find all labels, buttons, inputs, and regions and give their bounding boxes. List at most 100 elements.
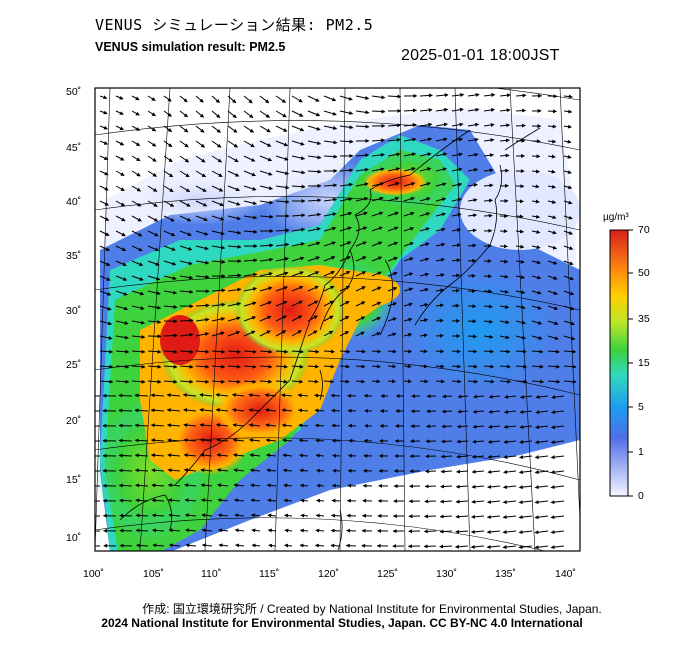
wind-arrow	[486, 529, 501, 534]
colorbar-ticks	[628, 229, 633, 497]
wind-arrow	[227, 215, 241, 221]
wind-arrow	[499, 379, 512, 384]
wind-arrow	[243, 287, 258, 292]
wind-arrow	[282, 468, 293, 473]
lon-label-125: 125˚	[377, 568, 399, 580]
wind-arrow	[134, 423, 149, 428]
wind-arrow	[371, 226, 383, 232]
wind-arrow	[387, 256, 398, 262]
wind-arrow	[502, 485, 517, 490]
wind-arrow	[467, 152, 479, 157]
wind-arrow	[291, 256, 305, 262]
wind-arrow	[291, 271, 304, 277]
wind-arrow	[249, 468, 261, 473]
wind-arrow	[183, 453, 197, 458]
wind-arrow	[99, 260, 111, 266]
wind-arrow	[499, 320, 510, 325]
wind-arrow	[227, 170, 240, 177]
wind-arrow	[275, 170, 290, 176]
wind-arrow	[163, 275, 177, 281]
wind-arrow	[131, 170, 141, 177]
wind-arrow	[435, 242, 446, 247]
wind-arrow	[515, 214, 524, 219]
wind-arrow	[211, 349, 226, 354]
wind-arrow	[259, 349, 273, 354]
wind-arrow	[163, 260, 177, 266]
wind-arrow	[291, 213, 306, 218]
wind-arrow	[300, 498, 309, 503]
wind-arrow	[355, 301, 366, 307]
wind-arrow	[419, 242, 430, 247]
wind-arrow	[339, 197, 353, 202]
wind-arrow	[439, 529, 453, 534]
wind-arrow	[267, 498, 277, 503]
wind-arrow	[419, 197, 431, 202]
wind-arrow	[267, 513, 277, 518]
wind-arrow	[147, 110, 156, 117]
wind-arrow	[547, 215, 557, 220]
wind-arrow	[467, 228, 477, 233]
wind-arrow	[115, 125, 124, 131]
wind-arrow	[371, 316, 382, 322]
wind-arrow	[179, 245, 193, 251]
wind-arrow	[550, 515, 565, 520]
wind-arrow	[211, 288, 226, 293]
wind-arrow	[547, 305, 559, 311]
wind-arrow	[455, 484, 469, 489]
wind-arrow	[483, 123, 495, 127]
wind-arrow	[131, 305, 145, 310]
wind-arrow	[179, 200, 191, 207]
wind-arrow	[217, 483, 229, 488]
wind-arrow	[515, 275, 526, 279]
wind-arrow	[419, 257, 430, 262]
wind-arrow	[179, 170, 190, 178]
wind-arrow	[282, 438, 293, 443]
lat-label-20: 20˚	[66, 415, 82, 427]
wind-arrow	[179, 155, 190, 163]
wind-arrow	[387, 181, 400, 187]
wind-arrow	[184, 498, 197, 503]
wind-arrow	[99, 275, 111, 281]
wind-arrow	[467, 364, 478, 369]
wind-arrow	[99, 125, 108, 130]
wind-arrow	[233, 483, 245, 488]
wind-arrow	[435, 333, 444, 338]
wind-arrow	[99, 200, 109, 206]
wind-arrow	[467, 379, 479, 384]
wind-arrow	[251, 543, 261, 548]
wind-arrow	[387, 364, 397, 369]
wind-arrow	[330, 543, 341, 548]
wind-arrow	[403, 167, 416, 172]
wind-arrow	[451, 93, 465, 97]
wind-arrow	[499, 138, 510, 143]
wind-arrow	[201, 513, 213, 518]
wind-arrow	[439, 544, 453, 549]
wind-arrow	[147, 170, 157, 177]
wind-arrow	[211, 302, 226, 307]
wind-arrow	[518, 470, 533, 475]
wind-arrow	[163, 185, 174, 193]
wind-arrow	[115, 349, 130, 354]
wind-arrow	[435, 257, 446, 262]
wind-arrow	[147, 245, 160, 252]
wind-arrow	[355, 182, 369, 187]
wind-arrow	[387, 94, 402, 99]
wind-arrow	[314, 393, 325, 398]
wind-arrow	[275, 257, 289, 262]
wind-arrow	[563, 109, 573, 114]
wind-arrow	[339, 271, 351, 277]
wind-arrow	[403, 152, 417, 157]
wind-arrow	[563, 245, 574, 250]
wind-arrow	[243, 200, 258, 206]
wind-arrow	[275, 125, 288, 132]
wind-arrow	[281, 408, 293, 413]
wind-arrow	[371, 196, 384, 202]
wind-arrow	[259, 315, 272, 322]
wind-arrow	[232, 453, 245, 458]
wind-arrow	[195, 245, 209, 251]
wind-arrow	[118, 498, 133, 503]
wind-arrow	[291, 110, 304, 117]
wind-arrow	[355, 211, 368, 217]
wind-arrow	[131, 185, 142, 192]
wind-arrow	[115, 364, 130, 369]
